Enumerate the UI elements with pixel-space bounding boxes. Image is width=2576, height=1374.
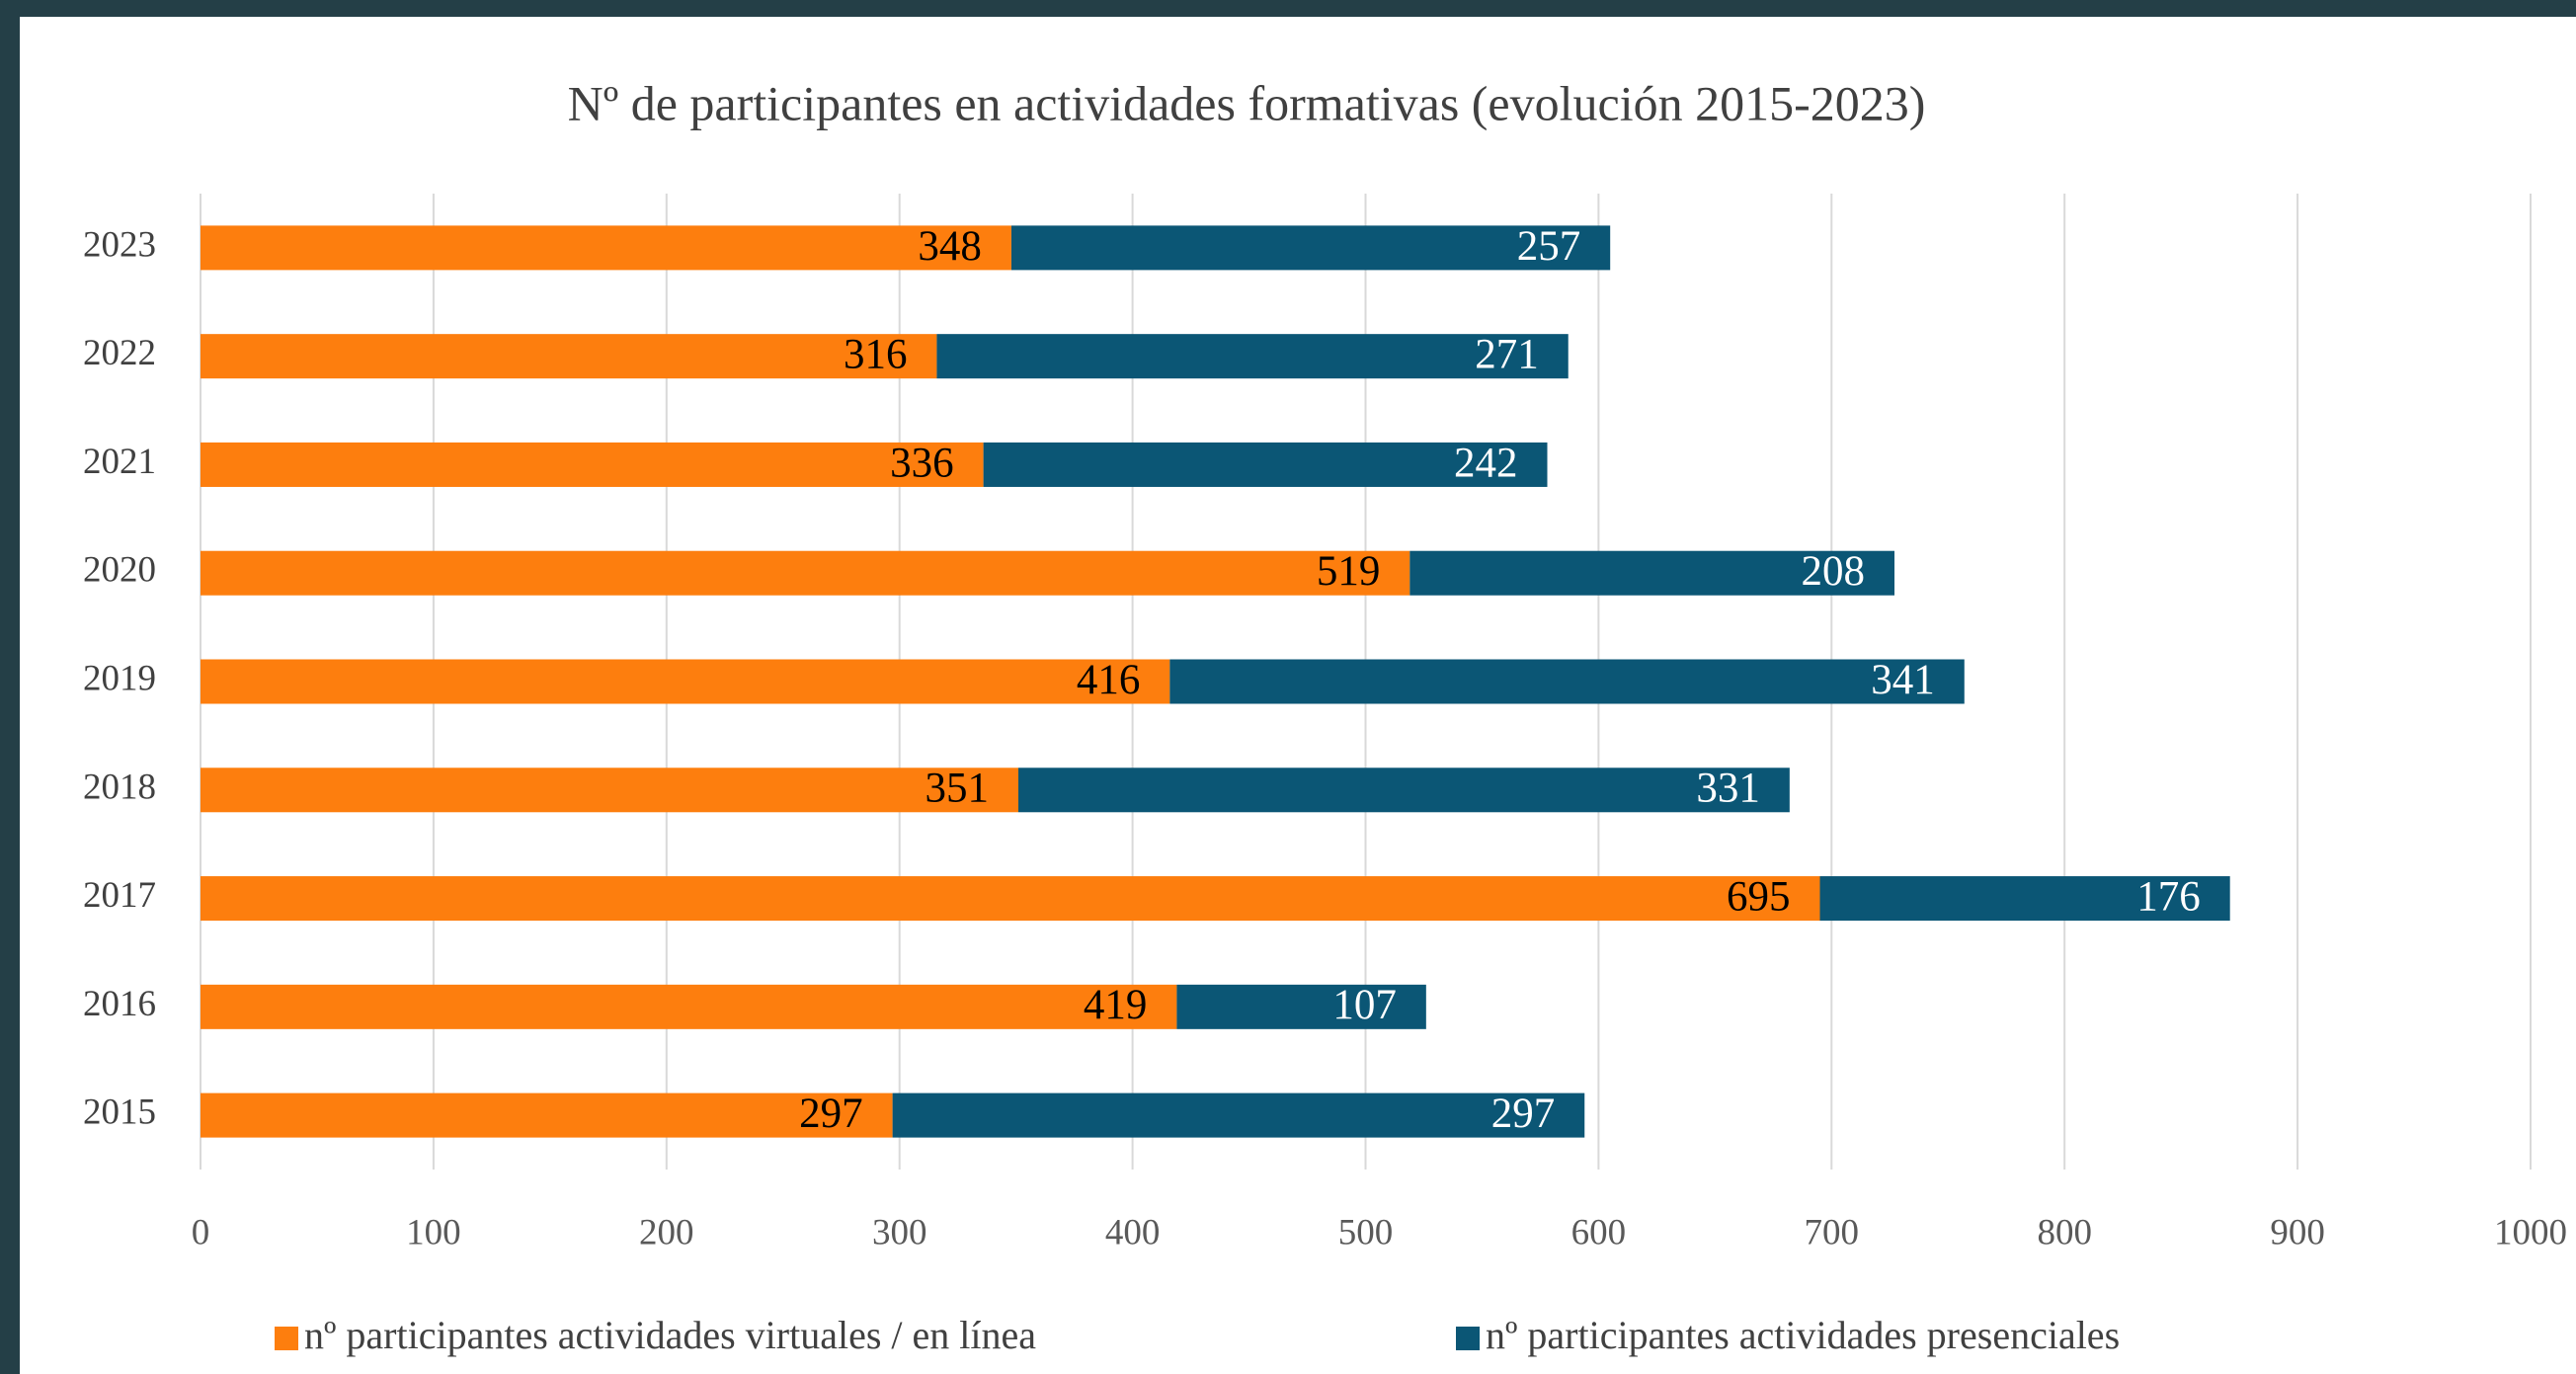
data-label: 271 — [1475, 332, 1539, 378]
data-label: 416 — [1077, 657, 1141, 703]
y-tick-label: 2022 — [83, 333, 156, 373]
data-label: 297 — [799, 1091, 863, 1137]
data-label: 107 — [1332, 982, 1397, 1028]
data-label: 336 — [890, 440, 954, 486]
x-tick-label: 200 — [639, 1212, 694, 1253]
data-label: 519 — [1317, 548, 1381, 595]
data-label: 351 — [926, 766, 990, 812]
data-label: 419 — [1084, 982, 1148, 1028]
bar-segment — [983, 442, 1548, 487]
bar-segment — [201, 334, 937, 379]
bar-segment — [201, 442, 984, 487]
bar-segment — [201, 659, 1170, 704]
x-tick-label: 700 — [1805, 1212, 1860, 1253]
y-tick-label: 2020 — [83, 550, 156, 591]
y-tick-label: 2017 — [83, 875, 156, 916]
data-label: 257 — [1517, 223, 1581, 270]
bar-segment — [1169, 659, 1965, 704]
bar-segment — [936, 334, 1569, 379]
y-tick-label: 2016 — [83, 984, 156, 1024]
bar-segment — [201, 225, 1011, 271]
x-tick-label: 100 — [406, 1212, 461, 1253]
bar-segment — [1819, 876, 2230, 922]
bar-segment — [892, 1092, 1585, 1138]
bar-segment — [1018, 768, 1790, 813]
x-tick-label: 1000 — [2494, 1212, 2567, 1253]
data-label: 208 — [1801, 548, 1865, 595]
bar-segment — [201, 550, 1410, 596]
data-label: 348 — [918, 223, 982, 270]
x-tick-label: 400 — [1105, 1212, 1161, 1253]
chart-title: Nº de participantes en actividades forma… — [568, 75, 1926, 130]
legend-swatch — [275, 1327, 298, 1350]
y-tick-label: 2015 — [83, 1092, 156, 1133]
legend-label: nº participantes actividades virtuales /… — [304, 1313, 1036, 1357]
bar-segment — [201, 1092, 893, 1138]
data-label: 341 — [1871, 657, 1935, 703]
y-tick-label: 2021 — [83, 442, 156, 482]
y-tick-label: 2019 — [83, 658, 156, 698]
bar-segment — [201, 876, 1820, 922]
data-label: 176 — [2136, 873, 2201, 920]
bar-segment — [201, 984, 1177, 1029]
x-tick-label: 500 — [1338, 1212, 1394, 1253]
bar-segment — [1176, 984, 1426, 1029]
data-label: 297 — [1491, 1091, 1556, 1137]
x-tick-label: 900 — [2270, 1212, 2325, 1253]
x-tick-label: 0 — [192, 1212, 210, 1253]
data-label: 695 — [1727, 873, 1791, 920]
data-label: 331 — [1696, 766, 1760, 812]
bar-segment — [1010, 225, 1611, 271]
bar-segment — [201, 768, 1019, 813]
data-label: 242 — [1454, 440, 1518, 486]
x-tick-label: 300 — [872, 1212, 927, 1253]
bar-segment — [1409, 550, 1894, 596]
data-label: 316 — [844, 332, 908, 378]
legend-swatch — [1456, 1327, 1480, 1350]
x-tick-label: 800 — [2037, 1212, 2092, 1253]
x-tick-label: 600 — [1571, 1212, 1627, 1253]
y-tick-label: 2018 — [83, 767, 156, 807]
y-tick-label: 2023 — [83, 224, 156, 265]
legend-label: nº participantes actividades presenciale… — [1486, 1313, 2120, 1357]
